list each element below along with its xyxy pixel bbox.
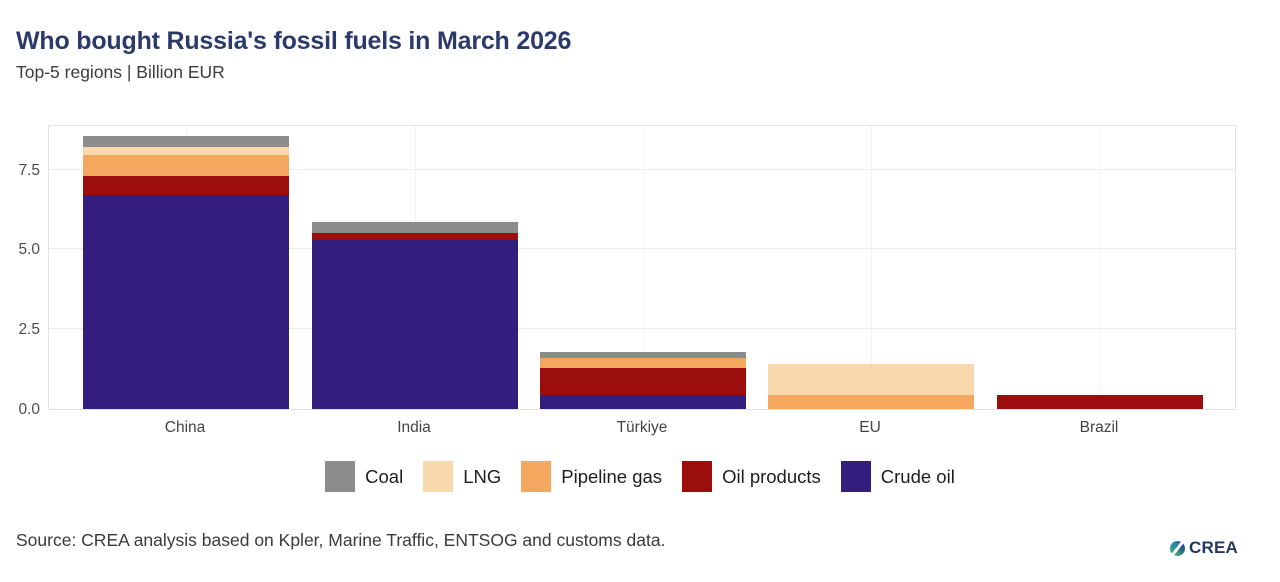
- bar-segment-pipeline-gas-türkiye: [540, 358, 746, 368]
- legend-swatch-pipeline-gas: [521, 461, 552, 492]
- legend-item-coal: Coal: [325, 461, 403, 492]
- horizontal-gridline: [49, 248, 1235, 249]
- bar-segment-pipeline-gas-eu: [768, 395, 974, 409]
- bar-segment-coal-türkiye: [540, 352, 746, 358]
- legend-label: Coal: [365, 465, 404, 487]
- bar-segment-oil-products-türkiye: [540, 368, 746, 395]
- y-tick-label: 0.0: [18, 401, 40, 418]
- bar-segment-coal-india: [312, 222, 518, 233]
- x-category-label-india: India: [397, 419, 431, 436]
- x-category-label-china: China: [164, 419, 206, 436]
- vertical-gridline: [643, 126, 644, 409]
- bar-segment-coal-china: [83, 136, 289, 147]
- crea-logo-text: CREA: [1189, 538, 1238, 557]
- legend-label: LNG: [463, 465, 502, 487]
- bar-segment-crude-oil-china: [83, 195, 289, 409]
- legend-item-crude-oil: Crude oil: [840, 461, 955, 492]
- horizontal-gridline: [49, 328, 1235, 329]
- crea-logo-icon: [1170, 540, 1186, 556]
- horizontal-gridline: [49, 169, 1235, 170]
- legend-swatch-coal: [325, 461, 356, 492]
- vertical-gridline: [1100, 126, 1101, 409]
- bar-segment-crude-oil-türkiye: [540, 395, 746, 409]
- y-tick-label: 2.5: [18, 321, 40, 338]
- crea-logo: CREA: [1170, 538, 1238, 558]
- legend-swatch-oil-products: [682, 461, 713, 492]
- x-category-label-brazil: Brazil: [1079, 419, 1119, 436]
- plot-area: [48, 125, 1236, 410]
- x-category-label-eu: EU: [859, 419, 881, 436]
- y-tick-label: 7.5: [18, 162, 40, 179]
- bar-segment-pipeline-gas-china: [83, 155, 289, 176]
- legend-item-lng: LNG: [423, 461, 501, 492]
- bar-segment-lng-eu: [768, 364, 974, 395]
- bar-segment-lng-china: [83, 147, 289, 155]
- chart-legend: Coal LNG Pipeline gas Oil products Crude oil: [0, 461, 1280, 492]
- bar-segment-crude-oil-india: [312, 240, 518, 409]
- source-note: Source: CREA analysis based on Kpler, Ma…: [16, 530, 666, 550]
- legend-label: Oil products: [722, 465, 821, 487]
- chart-title: Who bought Russia's fossil fuels in Marc…: [16, 27, 572, 55]
- chart-subtitle: Top-5 regions | Billion EUR: [16, 62, 225, 82]
- bar-segment-oil-products-brazil: [997, 395, 1203, 409]
- y-tick-label: 5.0: [18, 241, 40, 258]
- legend-swatch-lng: [423, 461, 454, 492]
- legend-label: Pipeline gas: [561, 465, 663, 487]
- x-category-label-türkiye: Türkiye: [616, 419, 668, 436]
- bar-segment-oil-products-china: [83, 176, 289, 195]
- bar-segment-oil-products-india: [312, 233, 518, 240]
- legend-swatch-crude-oil: [840, 461, 871, 492]
- legend-item-pipeline-gas: Pipeline gas: [521, 461, 662, 492]
- legend-item-oil-products: Oil products: [682, 461, 821, 492]
- legend-label: Crude oil: [880, 465, 955, 487]
- vertical-gridline: [871, 126, 872, 409]
